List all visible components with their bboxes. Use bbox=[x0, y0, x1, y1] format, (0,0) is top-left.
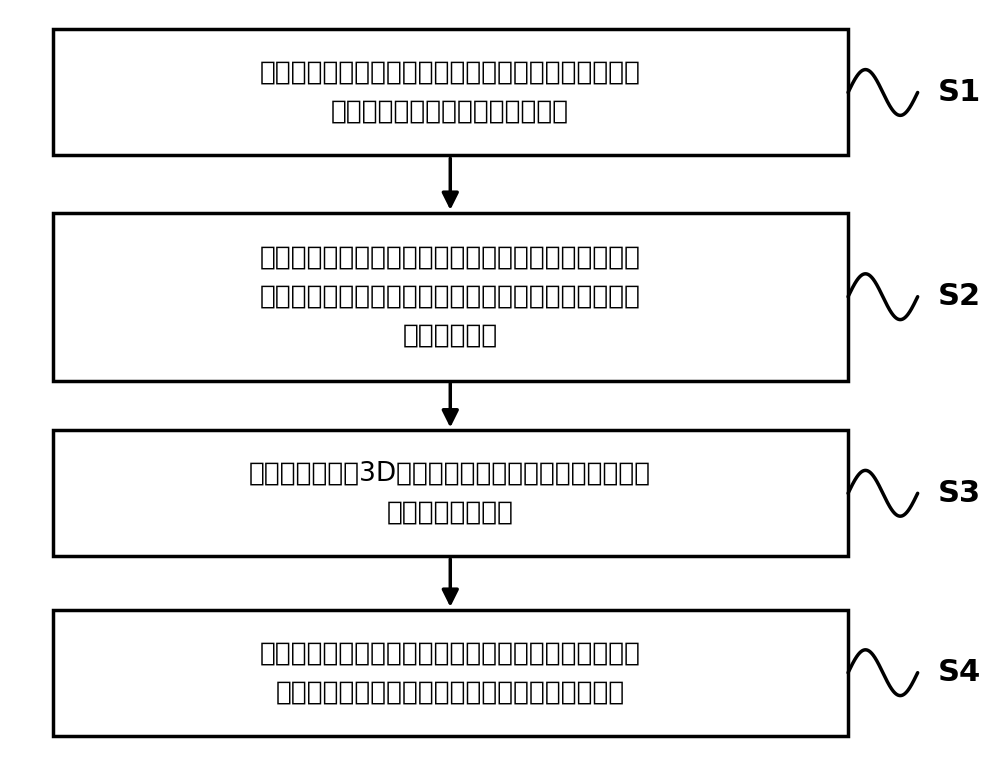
FancyBboxPatch shape bbox=[53, 29, 848, 155]
Text: S1: S1 bbox=[938, 78, 981, 107]
FancyBboxPatch shape bbox=[53, 431, 848, 556]
Text: S2: S2 bbox=[938, 282, 981, 311]
FancyBboxPatch shape bbox=[53, 213, 848, 381]
Text: 获取指定的患者的心脏瓣膜的医学图像数据，基于医学
图像数据构建心脏瓣膜的数字模型: 获取指定的患者的心脏瓣膜的医学图像数据，基于医学 图像数据构建心脏瓣膜的数字模型 bbox=[260, 60, 641, 125]
Text: 将模具模型导入3D打印机，采用可溶性材料进行打印，
得到心脏瓣膜模具: 将模具模型导入3D打印机，采用可溶性材料进行打印， 得到心脏瓣膜模具 bbox=[249, 461, 651, 526]
Text: S4: S4 bbox=[938, 658, 981, 687]
FancyBboxPatch shape bbox=[53, 610, 848, 736]
Text: 将数字模型轮廓向外均匀扩充预设厚度，得到扩充模型
后，对数字模型和扩充模型执行布尔减法运算，得到中
空的模具模型: 将数字模型轮廓向外均匀扩充预设厚度，得到扩充模型 后，对数字模型和扩充模型执行布… bbox=[260, 245, 641, 348]
Text: S3: S3 bbox=[938, 479, 981, 508]
Text: 配置仿真材料，并灌注至心脏瓣膜模具，待仿真材料固
化后，溶解心脏瓣膜模具，得到心脏瓣膜仿真模型: 配置仿真材料，并灌注至心脏瓣膜模具，待仿真材料固 化后，溶解心脏瓣膜模具，得到心… bbox=[260, 641, 641, 705]
